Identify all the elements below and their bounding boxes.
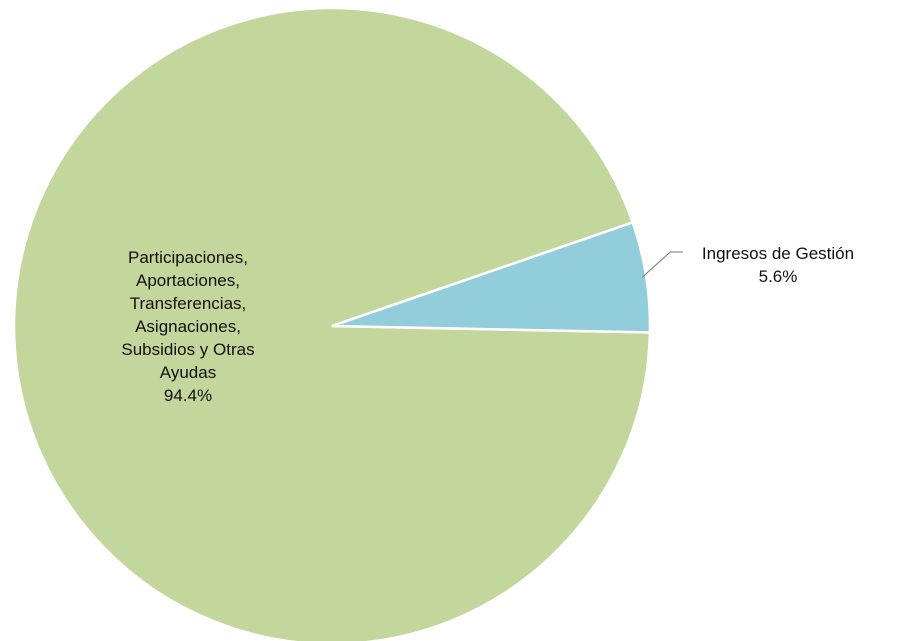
data-label-participaciones: Participaciones, Aportaciones, Transferenc… <box>121 248 254 405</box>
leader-line-ingresos-de-gestion <box>641 251 683 278</box>
pie-slice-participaciones <box>12 6 652 641</box>
leader-lines <box>641 251 683 278</box>
pie-slice-ingresos-de-gestion <box>331 220 652 334</box>
slice-labels: Participaciones, Aportaciones, Transferenc… <box>121 244 854 405</box>
pie-slices <box>12 6 652 641</box>
data-label-ingresos-de-gestion: Ingresos de Gestión 5.6% <box>702 244 854 286</box>
